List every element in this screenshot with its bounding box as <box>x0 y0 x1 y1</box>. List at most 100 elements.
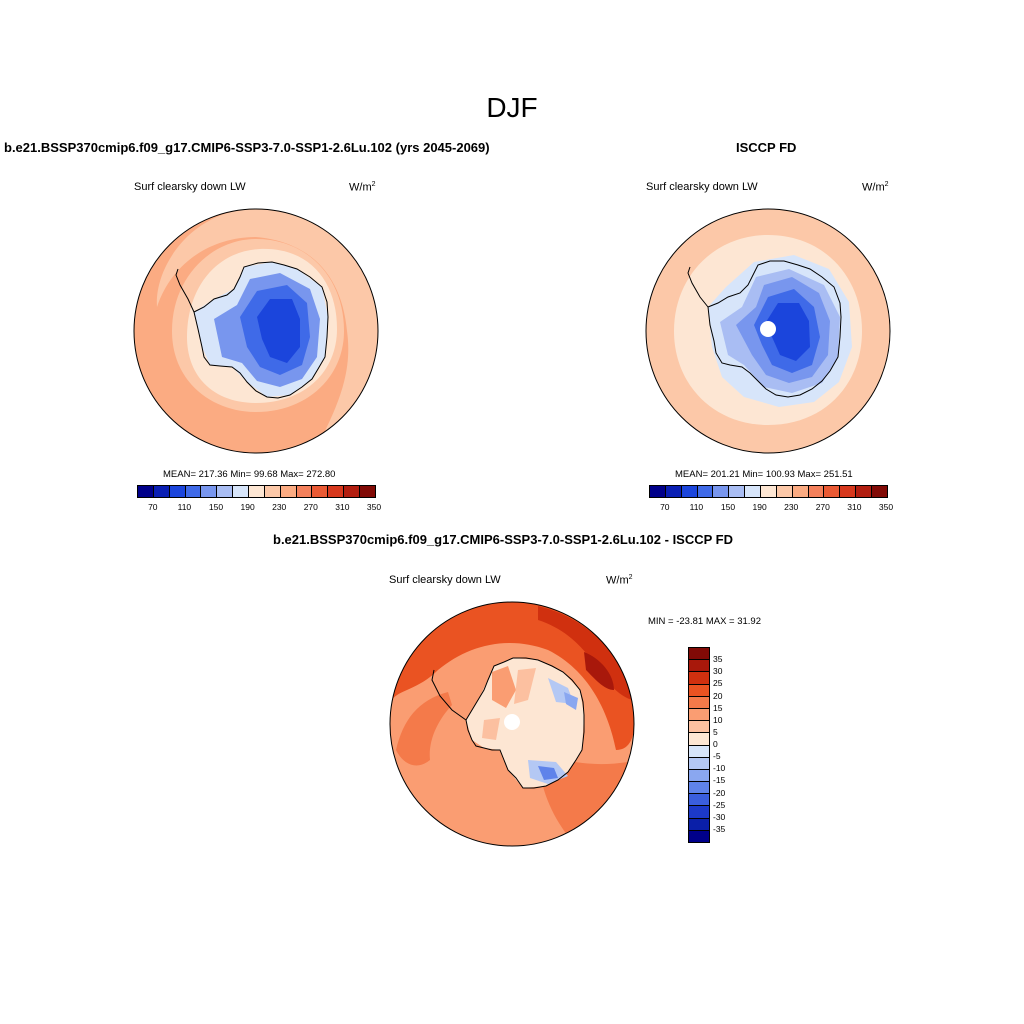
panel1-colorbar-swatch <box>233 486 250 497</box>
panel1-colorbar-swatch <box>360 486 375 497</box>
panel3-colorbar-tick-label: 35 <box>713 654 723 665</box>
panel3-colorbar-swatch <box>689 648 709 661</box>
panel2-colorbar-swatch <box>697 486 714 497</box>
panel2-colorbar-tick-label: 110 <box>689 502 704 512</box>
panel1-colorbar-swatch <box>249 486 265 497</box>
panel2-colorbar-tick-label: 270 <box>815 502 830 512</box>
panel3-peninsula <box>431 669 467 721</box>
panel3-colorbar-tick-label: -5 <box>713 751 721 762</box>
panel1-colorbar-swatch <box>344 486 361 497</box>
panel1-colorbar-tick-label: 230 <box>272 502 287 512</box>
panel3-colorbar-swatch <box>689 806 709 819</box>
panel1-colorbar-swatch <box>296 486 313 497</box>
panel3-colorbar-swatch <box>689 708 709 722</box>
panel1-variable: Surf clearsky down LW <box>134 181 246 193</box>
panel3-colorbar-tick-label: 15 <box>713 702 723 713</box>
panel3-fill-band3 <box>584 652 614 690</box>
panel2-colorbar-swatch <box>681 486 698 497</box>
panel2-peninsula <box>687 266 709 308</box>
panel3-colorbar-swatch <box>689 696 709 709</box>
panel3-colorbar-swatch <box>689 733 709 746</box>
panel3-colorbar-ticks: 35 30 25 20 15 10 5 0 -5 -10 -15 -20 -25 -30 -35 <box>713 647 743 841</box>
panel3-unit: W/m2 <box>606 574 633 587</box>
panel1-fill-band <box>156 209 378 437</box>
panel3-colorbar-tick-label: 25 <box>713 678 723 689</box>
panel2-unit: W/m2 <box>862 181 889 194</box>
panel3-colorbar-tick-label: 5 <box>713 726 718 737</box>
panel3-colorbar-swatch <box>689 672 709 685</box>
panel2-colorbar-swatch <box>840 486 857 497</box>
panel1-colorbar-tick-label: 350 <box>366 502 382 512</box>
panel1-colorbar-ticks: 70 110 150 190 230 270 310 350 <box>137 502 381 514</box>
panel2-colorbar-tick-label: 310 <box>847 502 862 512</box>
panel2-colorbar-swatch <box>776 486 793 497</box>
panel3-colorbar-tick-label: 30 <box>713 666 723 677</box>
panel1-colorbar-swatch <box>328 486 345 497</box>
panel3-colorbar-tick-label: -35 <box>713 823 726 834</box>
panel3-colorbar-tick-label: 10 <box>713 714 723 725</box>
panel2-colorbar-tick-label: 190 <box>752 502 767 512</box>
panel2-title: ISCCP FD <box>736 140 797 155</box>
panel1-colorbar <box>137 485 376 498</box>
panel1-unit: W/m2 <box>349 181 376 194</box>
panel3-colorbar-swatch <box>689 684 709 697</box>
panel3-colorbar-swatch <box>689 782 709 795</box>
panel3-colorbar-swatch <box>689 757 709 770</box>
panel3-stats: MIN = -23.81 MAX = 31.92 <box>648 616 762 627</box>
panel2-colorbar-swatch <box>761 486 777 497</box>
panel3-colorbar-tick-label: -15 <box>713 775 726 786</box>
panel2-colorbar-swatch <box>745 486 762 497</box>
panel2-colorbar-tick-label: 70 <box>660 502 670 512</box>
season-title: DJF <box>486 92 538 123</box>
panel1-colorbar-swatch <box>264 486 281 497</box>
panel3-fill-ice-warm2 <box>514 668 536 704</box>
panel1-title: b.e21.BSSP370cmip6.f09_g17.CMIP6-SSP3-7.… <box>4 140 490 155</box>
panel3-colorbar-tick-label: -20 <box>713 787 726 798</box>
panel2-boundary <box>645 208 891 454</box>
panel2-colorbar-swatch <box>824 486 841 497</box>
panel2-colorbar-swatch <box>792 486 809 497</box>
panel1-colorbar-swatch <box>138 486 154 497</box>
panel2-fill-lowest2 <box>766 303 810 361</box>
panel3-colorbar-swatch <box>689 721 709 734</box>
panel2-colorbar-tick-label: 230 <box>784 502 799 512</box>
panel3-colorbar <box>688 647 710 843</box>
panel1-colorbar-swatch <box>217 486 234 497</box>
panel2-colorbar-ticks: 70 110 150 190 230 270 310 350 <box>649 502 893 514</box>
panel3-boundary <box>389 601 635 847</box>
panel2-colorbar-swatch <box>872 486 887 497</box>
panel2-colorbar-swatch <box>856 486 873 497</box>
panel3-colorbar-tick-label: 0 <box>713 739 718 749</box>
panel2-colorbar-swatch <box>650 486 666 497</box>
panel3-fill-ice-warm3 <box>482 718 500 740</box>
panel3-colorbar-tick-label: -30 <box>713 811 726 822</box>
panel2-colorbar-swatch <box>713 486 730 497</box>
panel2-colorbar-swatch <box>665 486 682 497</box>
panel2-colorbar-tick-label: 350 <box>878 502 894 512</box>
panel3-colorbar-tick-label: -10 <box>713 763 726 774</box>
panel3-colorbar-swatch <box>689 818 709 831</box>
panel3-fill-ice-cool4 <box>538 766 558 780</box>
panel2-colorbar <box>649 485 888 498</box>
panel3-colorbar-swatch <box>689 769 709 783</box>
panel1-colorbar-swatch <box>153 486 170 497</box>
panel3-polar-hole <box>504 714 520 730</box>
panel1-colorbar-swatch <box>169 486 186 497</box>
panel1-peninsula <box>175 268 195 313</box>
panel1-colorbar-tick-label: 70 <box>148 502 158 512</box>
panel1-colorbar-tick-label: 150 <box>208 502 224 512</box>
panel2-colorbar-swatch <box>729 486 746 497</box>
panel2-colorbar-tick-label: 150 <box>720 502 736 512</box>
panel2-polar-hole <box>760 321 776 337</box>
panel1-boundary <box>133 208 379 454</box>
panel1-map <box>133 208 379 454</box>
panel3-fill-ice-warm1 <box>492 666 516 708</box>
panel1-colorbar-tick-label: 310 <box>335 502 350 512</box>
panel1-colorbar-swatch <box>185 486 202 497</box>
panel1-colorbar-swatch <box>280 486 297 497</box>
panel1-colorbar-swatch <box>201 486 218 497</box>
panel3-fill-band4 <box>396 692 452 766</box>
panel2-variable: Surf clearsky down LW <box>646 181 758 193</box>
panel3-fill-ice-cool2 <box>564 692 578 710</box>
panel3-title: b.e21.BSSP370cmip6.f09_g17.CMIP6-SSP3-7.… <box>273 532 734 547</box>
